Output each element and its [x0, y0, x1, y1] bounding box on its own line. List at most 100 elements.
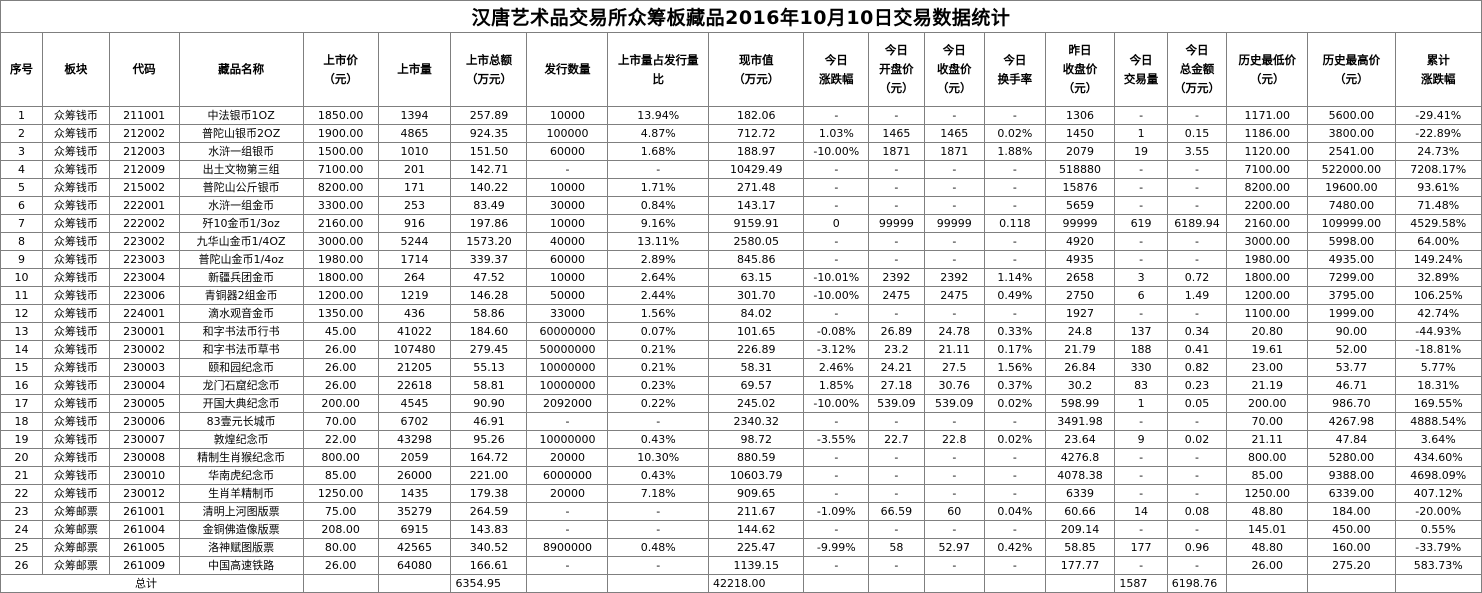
- table-cell: 924.35: [450, 124, 528, 143]
- table-cell: 7480.00: [1307, 196, 1396, 215]
- table-cell: 0.82: [1166, 358, 1228, 377]
- table-cell: 221.00: [450, 466, 528, 485]
- table-cell: 15: [0, 358, 44, 377]
- table-cell: 261005: [108, 538, 180, 557]
- table-cell: 63.15: [708, 268, 805, 287]
- table-cell: 14: [0, 340, 44, 359]
- table-cell: -: [803, 448, 870, 467]
- table-cell: 3: [1114, 268, 1168, 287]
- table-cell: 223006: [108, 286, 180, 305]
- table-cell: 2059: [377, 448, 452, 467]
- table-cell: 6915: [377, 520, 452, 539]
- table-cell: 0.48%: [607, 538, 710, 557]
- table-cell: -: [923, 556, 986, 575]
- table-cell: -: [1166, 448, 1228, 467]
- table-cell: 800.00: [302, 448, 379, 467]
- table-cell: -: [868, 412, 925, 431]
- table-cell: 261009: [108, 556, 180, 575]
- table-cell: 64.00%: [1394, 232, 1482, 251]
- table-cell: -: [1114, 250, 1168, 269]
- table-cell: 金铜佛造像版票: [178, 520, 304, 539]
- table-cell: 4.87%: [607, 124, 710, 143]
- table-cell: 107480: [377, 340, 452, 359]
- table-cell: -: [923, 250, 986, 269]
- table-cell: 5998.00: [1307, 232, 1396, 251]
- table-cell: 众筹邮票: [42, 520, 110, 539]
- table-cell: 2475: [923, 286, 986, 305]
- table-cell: -: [868, 196, 925, 215]
- header-row: 序号 板块 代码 藏品名称 上市价 （元） 上市量 上市总额 （万元） 发行数量 上市量占发行量比现…: [0, 32, 1482, 107]
- table-cell: 52.00: [1307, 340, 1396, 359]
- table-cell: 1200.00: [302, 286, 379, 305]
- table-cell: -: [526, 556, 609, 575]
- table-cell: 83: [1114, 376, 1168, 395]
- table-cell: 24: [0, 520, 44, 539]
- table-row: 2 众筹钱币 212002 普陀山银币2OZ 1900.00 4865 924.35 1000…: [0, 124, 1482, 143]
- table-cell: 10000000: [526, 358, 609, 377]
- table-cell: 215002: [108, 178, 180, 197]
- table-cell: 22618: [377, 376, 452, 395]
- table-cell: 1999.00: [1307, 304, 1396, 323]
- table-cell: 0: [803, 214, 870, 233]
- column-header: 代码: [108, 32, 180, 107]
- table-cell: 23.64: [1044, 430, 1116, 449]
- table-cell: 71.48%: [1394, 196, 1482, 215]
- table-cell: 13: [0, 322, 44, 341]
- table-cell: -: [923, 304, 986, 323]
- table-cell: 19600.00: [1307, 178, 1396, 197]
- table-cell: 93.61%: [1394, 178, 1482, 197]
- table-cell: 3000.00: [1226, 232, 1309, 251]
- table-cell: 2392: [868, 268, 925, 287]
- table-cell: 450.00: [1307, 520, 1396, 539]
- table-cell: 6: [1114, 286, 1168, 305]
- table-cell: 23.2: [868, 340, 925, 359]
- table-cell: [923, 574, 986, 593]
- table-cell: 90.90: [450, 394, 528, 413]
- table-cell: [984, 574, 1046, 593]
- table-cell: 10429.49: [708, 160, 805, 179]
- table-cell: -: [1166, 556, 1228, 575]
- table-cell: 60.66: [1044, 502, 1116, 521]
- table-cell: 19: [1114, 142, 1168, 161]
- table-cell: -: [607, 556, 710, 575]
- table-cell: 中法银币1OZ: [178, 106, 304, 125]
- table-cell: 4276.8: [1044, 448, 1116, 467]
- table-cell: 200.00: [1226, 394, 1309, 413]
- table-cell: 3.55: [1166, 142, 1228, 161]
- table-row: 12 众筹钱币 224001 滴水观音金币 1350.00 436 58.86 33000 1.…: [0, 304, 1482, 323]
- table-cell: 1.68%: [607, 142, 710, 161]
- table-cell: 0.21%: [607, 340, 710, 359]
- table-cell: -: [803, 178, 870, 197]
- table-cell: 436: [377, 304, 452, 323]
- table-row: 25 众筹邮票 261005 洛神赋图版票 80.00 42565 340.52 890000…: [0, 538, 1482, 557]
- table-cell: 众筹钱币: [42, 286, 110, 305]
- table-cell: 43298: [377, 430, 452, 449]
- table-cell: 1186.00: [1226, 124, 1309, 143]
- table-cell: 歼10金币1/3oz: [178, 214, 304, 233]
- table-cell: 261004: [108, 520, 180, 539]
- table-cell: -0.08%: [803, 322, 870, 341]
- table-cell: 149.24%: [1394, 250, 1482, 269]
- table-cell: 0.96: [1166, 538, 1228, 557]
- table-cell: 2.44%: [607, 286, 710, 305]
- table-cell: 26: [0, 556, 44, 575]
- table-cell: 0.23%: [607, 376, 710, 395]
- table-cell: 5659: [1044, 196, 1116, 215]
- table-cell: 9388.00: [1307, 466, 1396, 485]
- table-cell: 0.15: [1166, 124, 1228, 143]
- table-cell: 142.71: [450, 160, 528, 179]
- table-cell: [607, 574, 710, 593]
- table-cell: -: [803, 556, 870, 575]
- table-row: 22 众筹钱币 230012 生肖羊精制币 1250.00 1435 179.38 20000…: [0, 484, 1482, 503]
- table-cell: 1394: [377, 106, 452, 125]
- table-cell: -: [1166, 232, 1228, 251]
- table-cell: -44.93%: [1394, 322, 1482, 341]
- table-cell: -: [526, 520, 609, 539]
- table-cell: 敦煌纪念币: [178, 430, 304, 449]
- table-cell: 0.49%: [984, 286, 1046, 305]
- table-cell: 60: [923, 502, 986, 521]
- table-row: 4 众筹钱币 212009 出土文物第三组 7100.00 201 142.71- -1042…: [0, 160, 1482, 179]
- table-cell: 众筹钱币: [42, 448, 110, 467]
- table-cell: 和字书法币行书: [178, 322, 304, 341]
- table-cell: [803, 574, 870, 593]
